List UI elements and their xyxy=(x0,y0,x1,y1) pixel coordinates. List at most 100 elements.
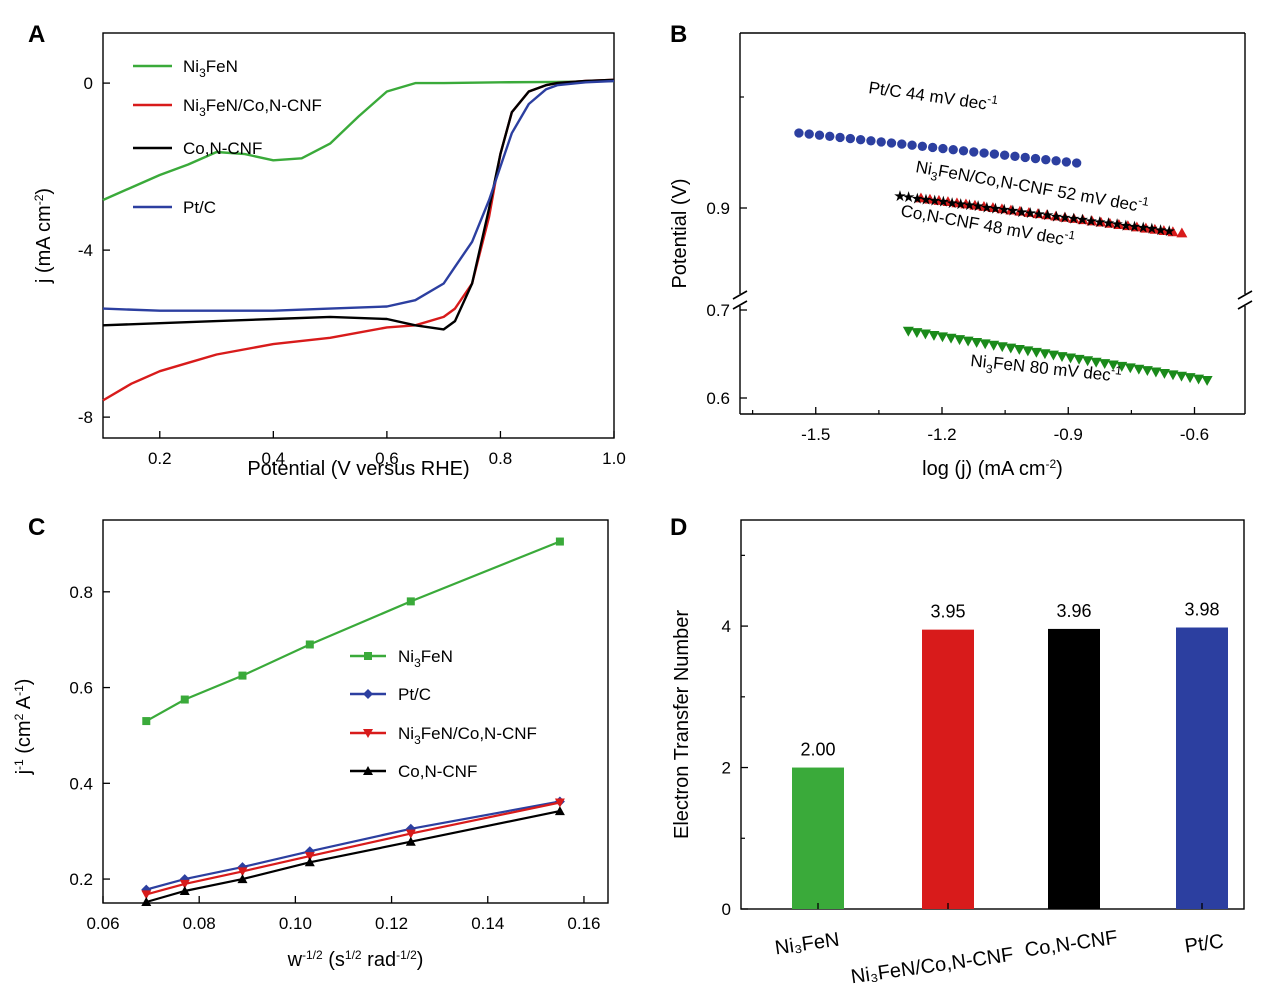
series-annotation: Pt/C 44 mV dec-1 xyxy=(867,75,999,115)
data-point xyxy=(1020,152,1030,163)
data-point xyxy=(924,193,936,204)
data-point xyxy=(1167,370,1179,381)
data-point: ★ xyxy=(1084,213,1097,230)
data-point xyxy=(1176,371,1188,382)
data-point xyxy=(1056,352,1068,362)
data-point xyxy=(1041,154,1051,165)
bar xyxy=(1048,628,1100,909)
data-point xyxy=(876,137,886,147)
x-tick-label: -1.5 xyxy=(801,425,830,444)
bar-value-label: 2.00 xyxy=(800,740,835,760)
y-tick-label: 0.4 xyxy=(69,774,93,793)
series-annotation-part: Pt/C 44 mV dec xyxy=(867,78,988,113)
data-point xyxy=(1022,346,1034,357)
x-tick-label: 0.16 xyxy=(567,914,600,933)
data-point xyxy=(237,867,248,877)
data-point xyxy=(917,141,928,152)
category-label: Ni₃FeN/Co,N-CNF xyxy=(850,944,1015,988)
legend-label-part: Pt/C xyxy=(398,685,431,704)
x-axis-label-part: -1/2 xyxy=(396,948,417,962)
data-point xyxy=(866,136,876,146)
y-axis-label: j-1 (cm2 A-1) xyxy=(12,679,35,776)
legend-label-part: Co,N-CNF xyxy=(398,762,477,781)
y-axis-label-part: -1 xyxy=(12,685,26,696)
data-point: ★ xyxy=(1128,218,1141,235)
x-axis-label-part: ) xyxy=(1056,458,1063,480)
data-point xyxy=(405,829,416,839)
data-point: ★ xyxy=(1006,203,1019,220)
series-annotation-part: -1 xyxy=(1111,363,1123,378)
data-point xyxy=(938,143,948,154)
data-point xyxy=(554,798,565,808)
legend-label: Ni3FeN/Co,N-CNF xyxy=(398,724,537,747)
data-point xyxy=(1158,225,1170,235)
data-point xyxy=(951,197,963,208)
y-tick-label: -8 xyxy=(78,408,93,427)
legend-label: Ni3FeN xyxy=(183,57,238,80)
data-point: ★ xyxy=(1145,221,1158,238)
plot-frame xyxy=(102,519,609,904)
legend-marker xyxy=(363,689,373,699)
series-line xyxy=(102,78,615,331)
data-point xyxy=(238,671,247,680)
data-point xyxy=(1116,361,1128,372)
data-point xyxy=(1150,367,1162,378)
data-point xyxy=(919,329,931,340)
legend-label-part: 3 xyxy=(199,105,206,119)
series-line xyxy=(102,78,615,402)
y-axis-label-part: A xyxy=(13,695,35,713)
data-point xyxy=(179,879,190,889)
data-point xyxy=(1077,214,1089,225)
y-axis-label: Electron Transfer Number xyxy=(671,610,693,839)
bar xyxy=(1176,627,1228,909)
y-axis-label-part: -1 xyxy=(12,759,26,770)
legend-label-part: FeN/Co,N-CNF xyxy=(421,724,537,743)
x-axis-label-part: -2 xyxy=(1046,457,1057,471)
legend-label-part: Co,N-CNF xyxy=(183,139,262,158)
data-point xyxy=(928,330,940,341)
data-point xyxy=(1193,374,1205,385)
data-point xyxy=(1013,345,1025,355)
y-axis-label-part: -2 xyxy=(32,194,46,205)
data-point: ★ xyxy=(1067,211,1080,228)
data-point xyxy=(1176,227,1188,238)
x-tick-label: -0.9 xyxy=(1054,425,1083,444)
data-point xyxy=(304,852,315,862)
data-point: ★ xyxy=(1119,217,1132,234)
data-point xyxy=(936,332,948,343)
data-point xyxy=(915,192,927,203)
x-tick-label: 0.10 xyxy=(279,914,312,933)
data-point xyxy=(979,339,991,350)
y-tick-label: 4 xyxy=(722,617,731,636)
data-point xyxy=(996,342,1008,353)
x-axis-label: w-1/2 (s1/2 rad-1/2) xyxy=(287,948,424,971)
x-tick-label: 0.4 xyxy=(262,449,286,468)
plot-frame xyxy=(102,32,615,439)
data-point: ★ xyxy=(989,200,1002,217)
series-annotation-part: Ni xyxy=(970,351,988,372)
data-point xyxy=(1201,376,1213,386)
data-point xyxy=(1073,354,1085,365)
data-point xyxy=(794,128,804,138)
legend-label: Co,N-CNF xyxy=(398,762,477,781)
bar-value-label: 3.98 xyxy=(1184,600,1219,620)
data-point xyxy=(405,836,416,846)
data-point xyxy=(902,326,914,337)
y-tick-label: 0 xyxy=(722,900,731,919)
data-point xyxy=(406,597,415,606)
x-tick-label: 0.06 xyxy=(86,914,119,933)
x-tick-label: 0.2 xyxy=(148,449,172,468)
data-point xyxy=(1050,210,1062,221)
data-point: ★ xyxy=(893,188,906,205)
x-tick-label: -1.2 xyxy=(927,425,956,444)
data-point: ★ xyxy=(928,193,941,210)
data-point xyxy=(1107,360,1119,371)
data-point xyxy=(835,132,845,143)
data-point: ★ xyxy=(1136,220,1149,237)
series-annotation-part: Ni xyxy=(914,157,933,179)
x-axis-label-part: rad xyxy=(362,949,396,971)
axis-break-mark xyxy=(1237,290,1253,300)
legend-marker xyxy=(363,729,373,738)
panel-c: C0.06 0.08 0.10 0.12 0.14 0.160.20.40.60.8w-1… xyxy=(12,514,609,971)
